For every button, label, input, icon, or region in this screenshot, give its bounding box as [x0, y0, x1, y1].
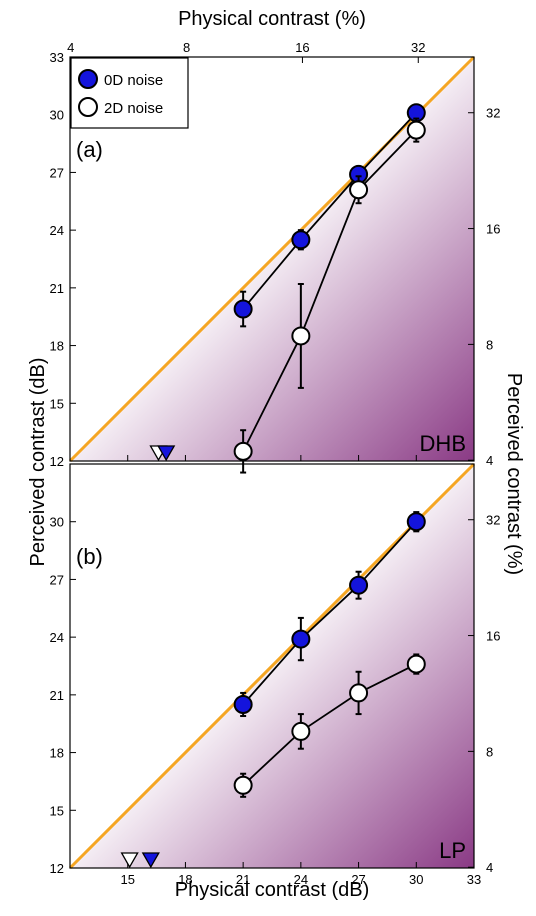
- series-line: [242, 663, 417, 786]
- y-tick-label-left: 15: [50, 396, 64, 411]
- panel-frame: [69, 56, 475, 462]
- data-point: [349, 575, 369, 595]
- data-point: [349, 683, 369, 703]
- y-tick-label-left: 18: [50, 339, 64, 354]
- y-tick-label-left: 21: [50, 281, 64, 296]
- series-line: [242, 521, 417, 706]
- y-tick-label-right: 16: [486, 222, 500, 237]
- y-tick-label-left: 18: [50, 746, 64, 761]
- legend: 0D noise 2D noise: [70, 57, 189, 129]
- panel-label: (b): [76, 544, 103, 569]
- y-tick-label-right: 8: [486, 337, 493, 352]
- x-tick-label-bottom: 30: [409, 872, 423, 887]
- threshold-marker: [157, 445, 176, 462]
- y-tick-label-left: 30: [50, 515, 64, 530]
- panel-label: (a): [76, 137, 103, 162]
- x-tick-label-top: 4: [67, 40, 74, 55]
- y-tick-label-right: 32: [486, 106, 500, 121]
- y-axis-title-left: Perceived contrast (dB): [27, 358, 49, 567]
- y-tick-label-left: 33: [50, 50, 64, 65]
- x-tick-label-top: 8: [183, 40, 190, 55]
- x-tick-label-top: 16: [295, 40, 309, 55]
- data-point: [406, 654, 426, 674]
- x-tick-label-bottom: 27: [351, 872, 365, 887]
- observer-label: DHB: [420, 431, 466, 456]
- y-tick-label-right: 4: [486, 860, 493, 875]
- y-tick-label-left: 21: [50, 688, 64, 703]
- series-line: [242, 129, 417, 452]
- legend-marker: [78, 97, 98, 117]
- legend-label: 0D noise: [104, 72, 163, 89]
- data-point: [291, 230, 311, 250]
- series-0d-noise: [233, 511, 426, 718]
- y-tick-label-left: 30: [50, 108, 64, 123]
- panel-frame: [69, 463, 475, 869]
- y-tick-label-right: 32: [486, 513, 500, 528]
- y-axis-title-right: Perceived contrast (%): [503, 373, 525, 575]
- x-tick-label-bottom: 18: [178, 872, 192, 887]
- y-tick-label-left: 15: [50, 803, 64, 818]
- y-tick-label-left: 12: [50, 454, 64, 469]
- observer-label: LP: [439, 838, 466, 863]
- threshold-marker: [120, 852, 139, 869]
- data-point: [291, 629, 311, 649]
- legend-marker: [78, 69, 98, 89]
- data-point: [233, 441, 253, 461]
- y-tick-label-right: 8: [486, 744, 493, 759]
- threshold-marker: [141, 852, 160, 869]
- data-point: [233, 775, 253, 795]
- data-point: [349, 180, 369, 200]
- legend-box: [70, 57, 189, 129]
- panel-b: 12 15 18 21 24 27 30 4 8 16 32 15 18 21 24 27 30 33 Physic…: [50, 462, 500, 901]
- legend-label: 2D noise: [104, 100, 163, 117]
- data-point: [406, 512, 426, 532]
- x-tick-label-bottom: 21: [236, 872, 250, 887]
- data-point: [233, 694, 253, 714]
- series-line: [242, 112, 417, 310]
- y-tick-label-left: 24: [50, 630, 64, 645]
- series-2d-noise: [233, 653, 426, 798]
- data-point: [291, 326, 311, 346]
- y-tick-label-left: 12: [50, 861, 64, 876]
- y-tick-label-right: 16: [486, 629, 500, 644]
- y-tick-label-left: 27: [50, 572, 64, 587]
- x-axis-title-bottom: Physical contrast (dB): [175, 879, 370, 901]
- data-point: [233, 299, 253, 319]
- x-tick-label-bottom: 33: [467, 872, 481, 887]
- y-tick-label-left: 24: [50, 223, 64, 238]
- series-0d-noise: [233, 103, 426, 328]
- data-point: [291, 721, 311, 741]
- data-point: [406, 120, 426, 140]
- x-tick-label-top: 32: [411, 40, 425, 55]
- y-tick-label-left: 27: [50, 165, 64, 180]
- x-tick-label-bottom: 15: [120, 872, 134, 887]
- x-axis-title-top: Physical contrast (%): [178, 8, 366, 30]
- x-tick-label-bottom: 24: [294, 872, 308, 887]
- y-tick-label-right: 4: [486, 453, 493, 468]
- series-2d-noise: [233, 117, 426, 474]
